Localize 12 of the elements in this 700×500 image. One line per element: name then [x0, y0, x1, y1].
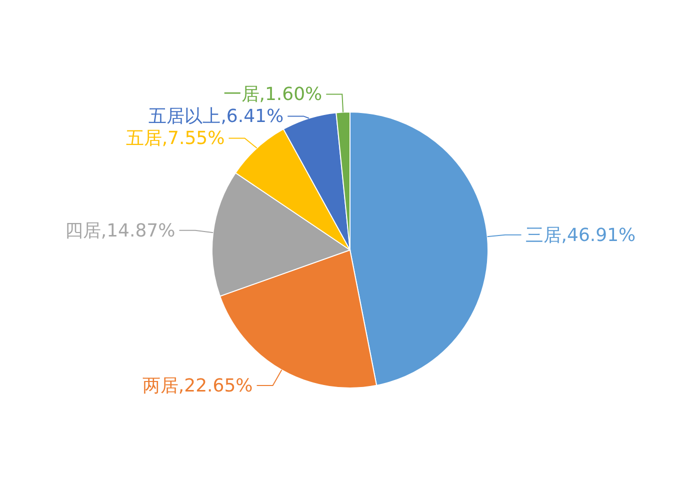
slice-label: 两居 [142, 376, 178, 397]
data-label: ,7.55% [162, 128, 225, 150]
slice-label: 四居 [64, 220, 101, 242]
data-label: ,14.87% [100, 220, 176, 242]
slice-label: 三居 [525, 224, 562, 246]
data-label: ,1.60% [259, 84, 322, 106]
slice-label: 五居 [126, 128, 162, 150]
slice-label: 一居 [223, 84, 260, 106]
data-label: ,22.65% [178, 376, 253, 397]
slice-label: 五居以上 [148, 106, 221, 128]
data-label: ,46.91% [561, 224, 636, 246]
data-label: ,6.41% [220, 106, 284, 128]
